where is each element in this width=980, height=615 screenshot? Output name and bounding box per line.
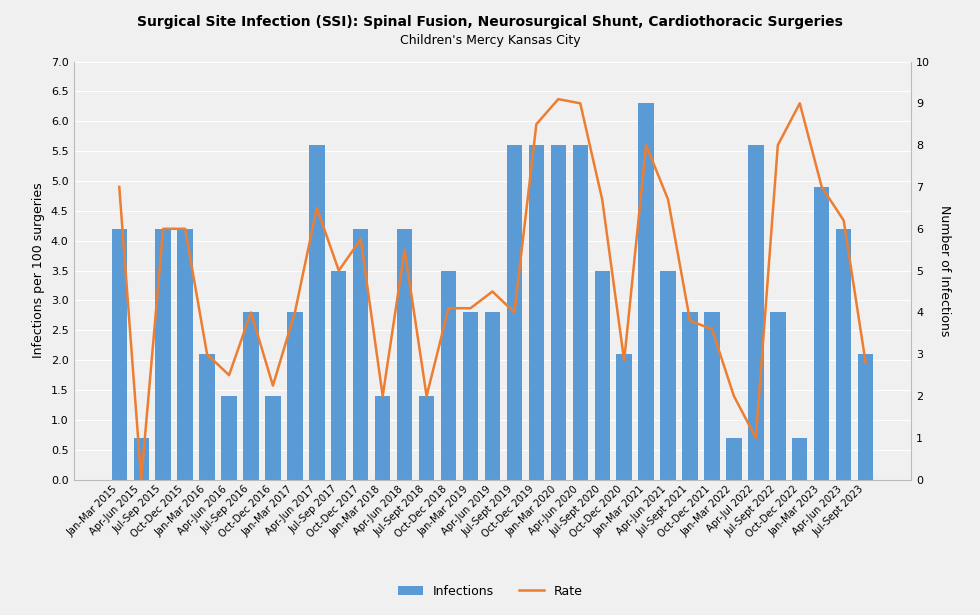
Bar [726,438,742,480]
Bar [638,103,654,480]
Bar [331,271,347,480]
Bar [705,312,719,480]
Bar [463,312,478,480]
Bar [112,229,127,480]
Bar [682,312,698,480]
Bar [616,354,632,480]
Bar [309,145,324,480]
Bar [441,271,457,480]
Bar [507,145,522,480]
Bar [375,396,390,480]
Bar [397,229,413,480]
Bar [551,145,566,480]
Y-axis label: Infections per 100 surgeries: Infections per 100 surgeries [32,183,45,359]
Bar [572,145,588,480]
Bar [156,229,171,480]
Bar [485,312,500,480]
Bar [353,229,368,480]
Bar [770,312,786,480]
Bar [243,312,259,480]
Bar [199,354,215,480]
Bar [814,187,829,480]
Bar [266,396,280,480]
Bar [221,396,237,480]
Y-axis label: Number of Infections: Number of Infections [938,205,952,336]
Bar [748,145,763,480]
Legend: Infections, Rate: Infections, Rate [393,579,587,603]
Bar [792,438,808,480]
Bar [661,271,676,480]
Bar [528,145,544,480]
Bar [858,354,873,480]
Bar [418,396,434,480]
Bar [133,438,149,480]
Text: Surgical Site Infection (SSI): Spinal Fusion, Neurosurgical Shunt, Cardiothoraci: Surgical Site Infection (SSI): Spinal Fu… [137,15,843,30]
Bar [287,312,303,480]
Bar [177,229,193,480]
Bar [595,271,610,480]
Text: Children's Mercy Kansas City: Children's Mercy Kansas City [400,34,580,47]
Bar [836,229,852,480]
